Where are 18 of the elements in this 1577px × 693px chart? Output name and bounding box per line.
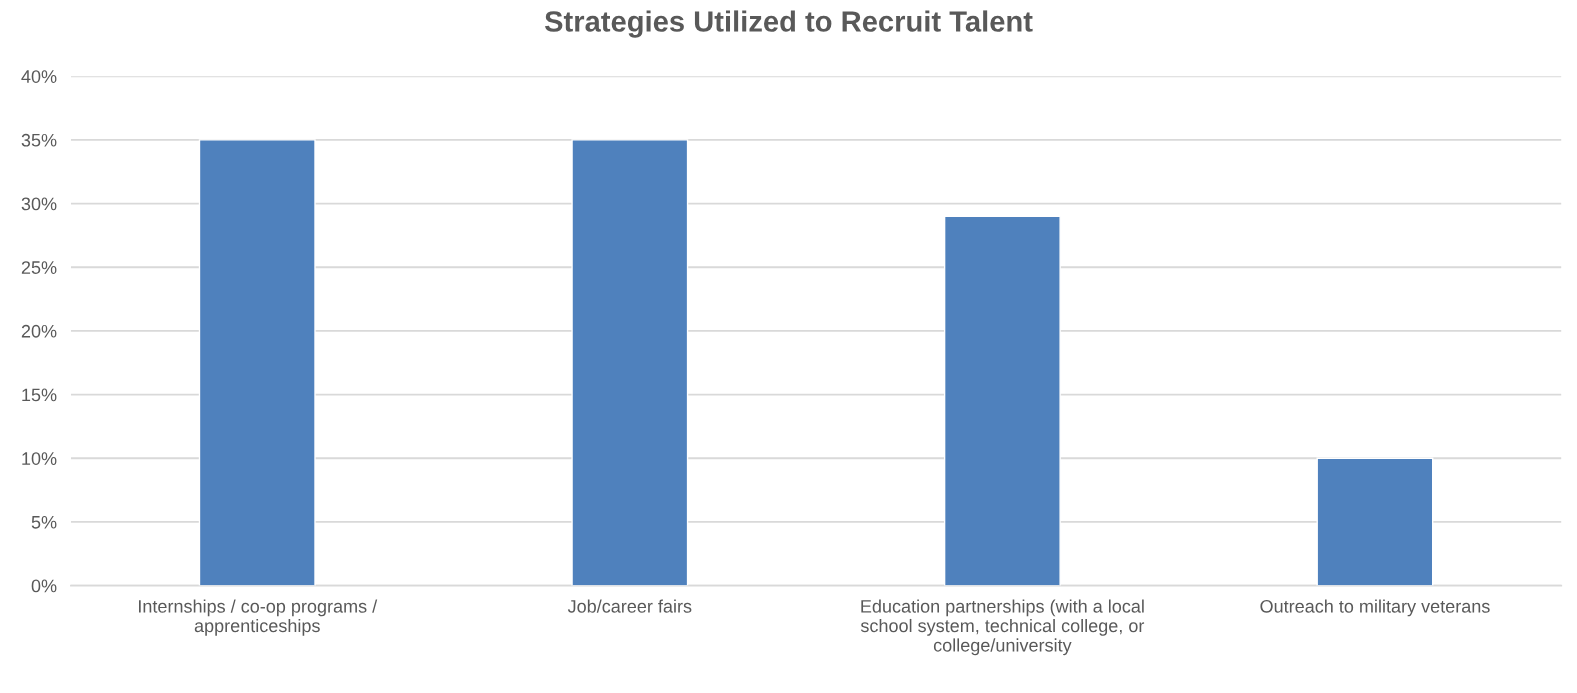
bar [571, 139, 689, 586]
y-tick-label: 20% [21, 324, 57, 338]
x-tick-label: Job/career fairs [567, 599, 692, 613]
y-tick-label: 0% [31, 579, 57, 593]
x-tick-label: Outreach to military veterans [1260, 599, 1490, 617]
bar [1316, 457, 1434, 586]
y-tick-label: 25% [21, 261, 57, 274]
y-tick-label: 15% [22, 388, 57, 402]
y-tick-label: 10% [22, 452, 57, 465]
y-tick-label: 40% [21, 70, 57, 83]
x-tick-label: Internships / co-op programs / apprenticeships [139, 599, 378, 636]
bar [943, 215, 1061, 586]
y-tick-label: 30% [21, 197, 57, 211]
bar [198, 139, 316, 586]
x-tick-label: Education partnerships (with a local school system, technical college, or college/university [860, 599, 1145, 656]
y-tick-label: 5% [31, 515, 57, 529]
y-tick-label: 35% [21, 133, 57, 147]
chart-title: Strategies Utilized to Recruit Talent [544, 10, 1033, 38]
